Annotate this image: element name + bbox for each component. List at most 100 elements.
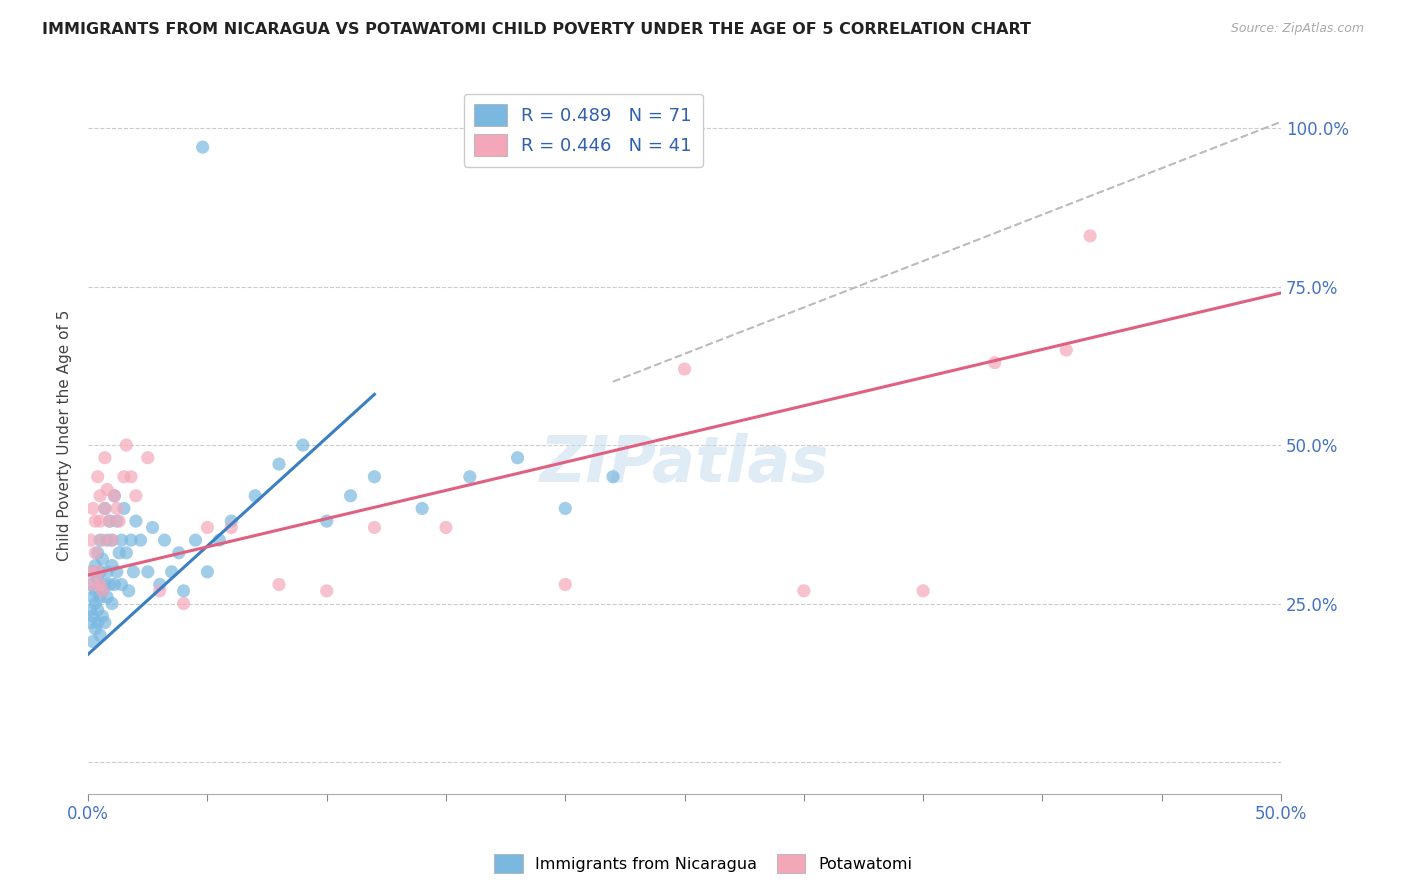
Point: [86, 615, 108, 630]
Point: [91, 583, 114, 598]
Point: [82, 634, 104, 648]
Point: [173, 583, 195, 598]
Point: [115, 438, 138, 452]
Point: [153, 533, 176, 548]
Point: [129, 533, 152, 548]
Point: [363, 469, 385, 483]
Point: [1054, 343, 1077, 357]
Point: [105, 501, 128, 516]
Point: [82, 590, 104, 604]
Point: [86, 546, 108, 560]
Point: [96, 590, 118, 604]
Point: [912, 583, 935, 598]
Point: [142, 520, 165, 534]
Point: [339, 489, 361, 503]
Point: [94, 615, 117, 630]
Point: [94, 577, 117, 591]
Point: [506, 450, 529, 465]
Point: [315, 583, 337, 598]
Point: [96, 533, 118, 548]
Point: [103, 489, 125, 503]
Point: [173, 597, 195, 611]
Point: [191, 140, 214, 154]
Point: [79, 565, 101, 579]
Point: [115, 546, 138, 560]
Point: [110, 533, 132, 548]
Point: [91, 533, 114, 548]
Point: [983, 356, 1005, 370]
Point: [120, 469, 142, 483]
Point: [363, 520, 385, 534]
Point: [101, 597, 124, 611]
Point: [184, 533, 207, 548]
Point: [208, 533, 231, 548]
Point: [91, 609, 114, 624]
Point: [82, 501, 104, 516]
Point: [98, 577, 121, 591]
Point: [89, 565, 111, 579]
Point: [120, 533, 142, 548]
Point: [136, 450, 159, 465]
Point: [125, 514, 148, 528]
Point: [793, 583, 815, 598]
Point: [89, 628, 111, 642]
Point: [125, 489, 148, 503]
Point: [136, 565, 159, 579]
Point: [94, 501, 117, 516]
Text: IMMIGRANTS FROM NICARAGUA VS POTAWATOMI CHILD POVERTY UNDER THE AGE OF 5 CORRELA: IMMIGRANTS FROM NICARAGUA VS POTAWATOMI …: [42, 22, 1031, 37]
Point: [82, 565, 104, 579]
Point: [105, 565, 128, 579]
Point: [108, 514, 131, 528]
Point: [84, 514, 107, 528]
Point: [84, 546, 107, 560]
Point: [458, 469, 481, 483]
Point: [103, 577, 125, 591]
Point: [197, 565, 219, 579]
Point: [149, 583, 172, 598]
Point: [221, 514, 243, 528]
Point: [82, 609, 104, 624]
Point: [84, 597, 107, 611]
Point: [84, 558, 107, 573]
Point: [434, 520, 457, 534]
Point: [221, 520, 243, 534]
Text: Source: ZipAtlas.com: Source: ZipAtlas.com: [1230, 22, 1364, 36]
Point: [86, 565, 108, 579]
Point: [167, 546, 190, 560]
Point: [554, 501, 576, 516]
Point: [82, 577, 104, 591]
Point: [149, 577, 172, 591]
Point: [108, 546, 131, 560]
Point: [112, 501, 135, 516]
Y-axis label: Child Poverty Under the Age of 5: Child Poverty Under the Age of 5: [58, 310, 72, 561]
Point: [89, 514, 111, 528]
Point: [94, 450, 117, 465]
Point: [105, 514, 128, 528]
Point: [84, 622, 107, 636]
Point: [96, 565, 118, 579]
Point: [79, 603, 101, 617]
Point: [91, 583, 114, 598]
Point: [160, 565, 183, 579]
Point: [89, 590, 111, 604]
Point: [122, 565, 145, 579]
Point: [79, 577, 101, 591]
Point: [98, 514, 121, 528]
Legend: Immigrants from Nicaragua, Potawatomi: Immigrants from Nicaragua, Potawatomi: [488, 847, 918, 880]
Point: [94, 501, 117, 516]
Point: [79, 533, 101, 548]
Point: [89, 533, 111, 548]
Point: [89, 577, 111, 591]
Point: [673, 362, 696, 376]
Point: [602, 469, 624, 483]
Point: [98, 514, 121, 528]
Point: [197, 520, 219, 534]
Point: [103, 489, 125, 503]
Point: [89, 489, 111, 503]
Point: [101, 533, 124, 548]
Point: [89, 577, 111, 591]
Point: [86, 571, 108, 585]
Point: [118, 583, 141, 598]
Point: [554, 577, 576, 591]
Point: [1078, 228, 1101, 243]
